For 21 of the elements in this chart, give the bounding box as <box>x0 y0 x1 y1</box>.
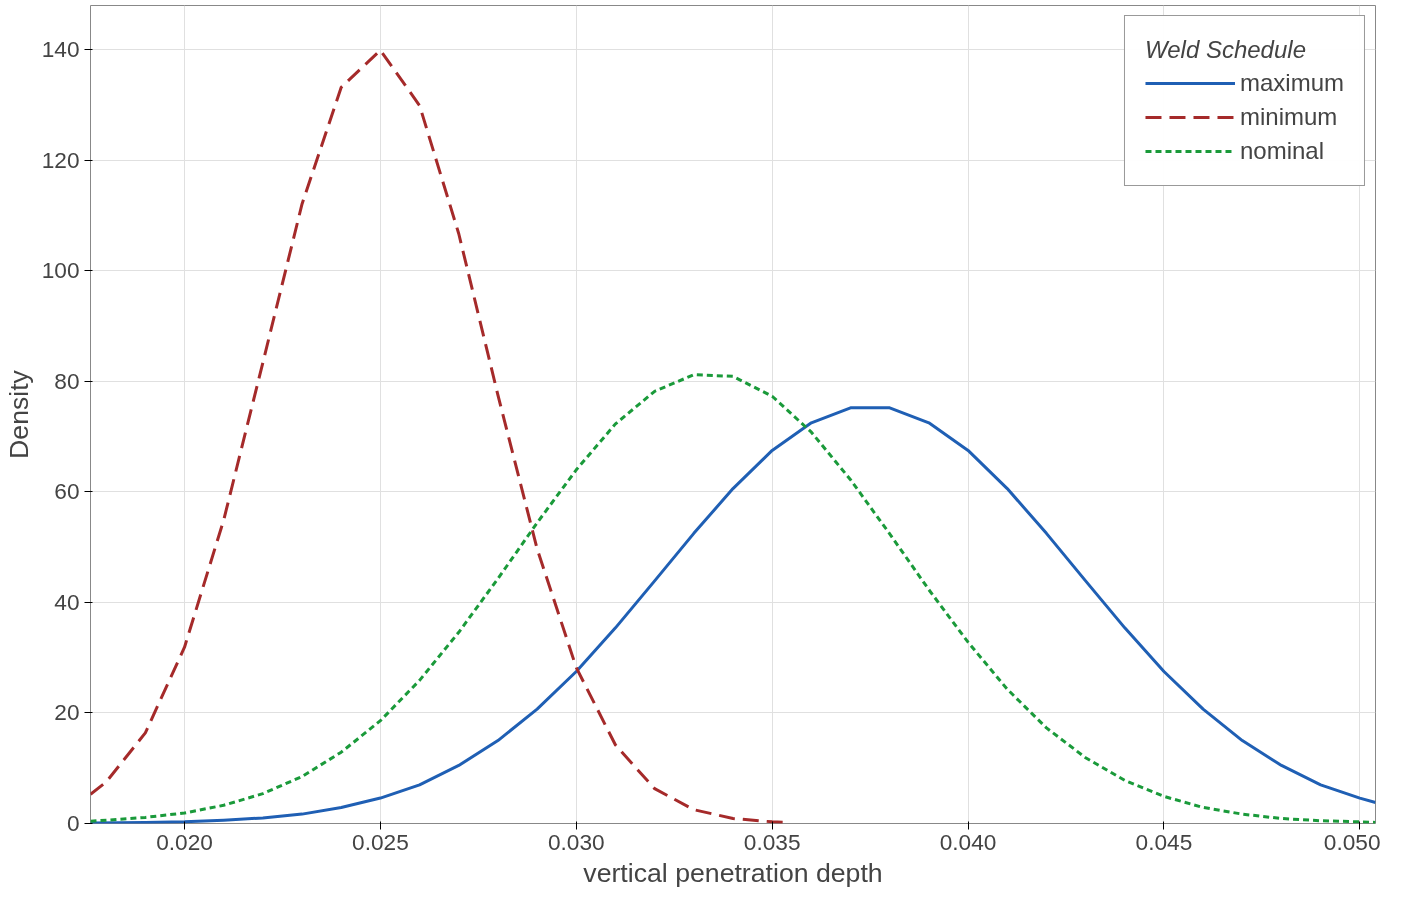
x-tick-label: 0.035 <box>743 828 801 855</box>
y-tick-label: 40 <box>54 588 80 615</box>
legend-title: Weld Schedule <box>1144 36 1307 64</box>
y-tick-label: 120 <box>41 146 80 173</box>
x-tick-label: 0.030 <box>547 828 605 855</box>
legend-label: nominal <box>1239 137 1325 165</box>
y-tick-label: 80 <box>54 367 80 394</box>
x-tick-label: 0.040 <box>939 828 997 855</box>
legend-label: maximum <box>1239 69 1344 97</box>
y-tick-label: 0 <box>66 810 80 836</box>
x-axis-title: vertical penetration depth <box>583 857 883 888</box>
x-tick-label: 0.025 <box>352 828 409 855</box>
legend-label: minimum <box>1239 103 1338 131</box>
y-tick-label: 20 <box>54 699 80 726</box>
x-tick-label: 0.045 <box>1135 828 1193 855</box>
x-tick-label: 0.050 <box>1323 828 1381 855</box>
y-tick-label: 60 <box>54 478 80 505</box>
y-tick-label: 100 <box>41 257 80 284</box>
x-tick-label: 0.020 <box>156 828 213 855</box>
y-tick-label: 140 <box>41 36 80 63</box>
y-axis-title: Density <box>3 369 34 459</box>
